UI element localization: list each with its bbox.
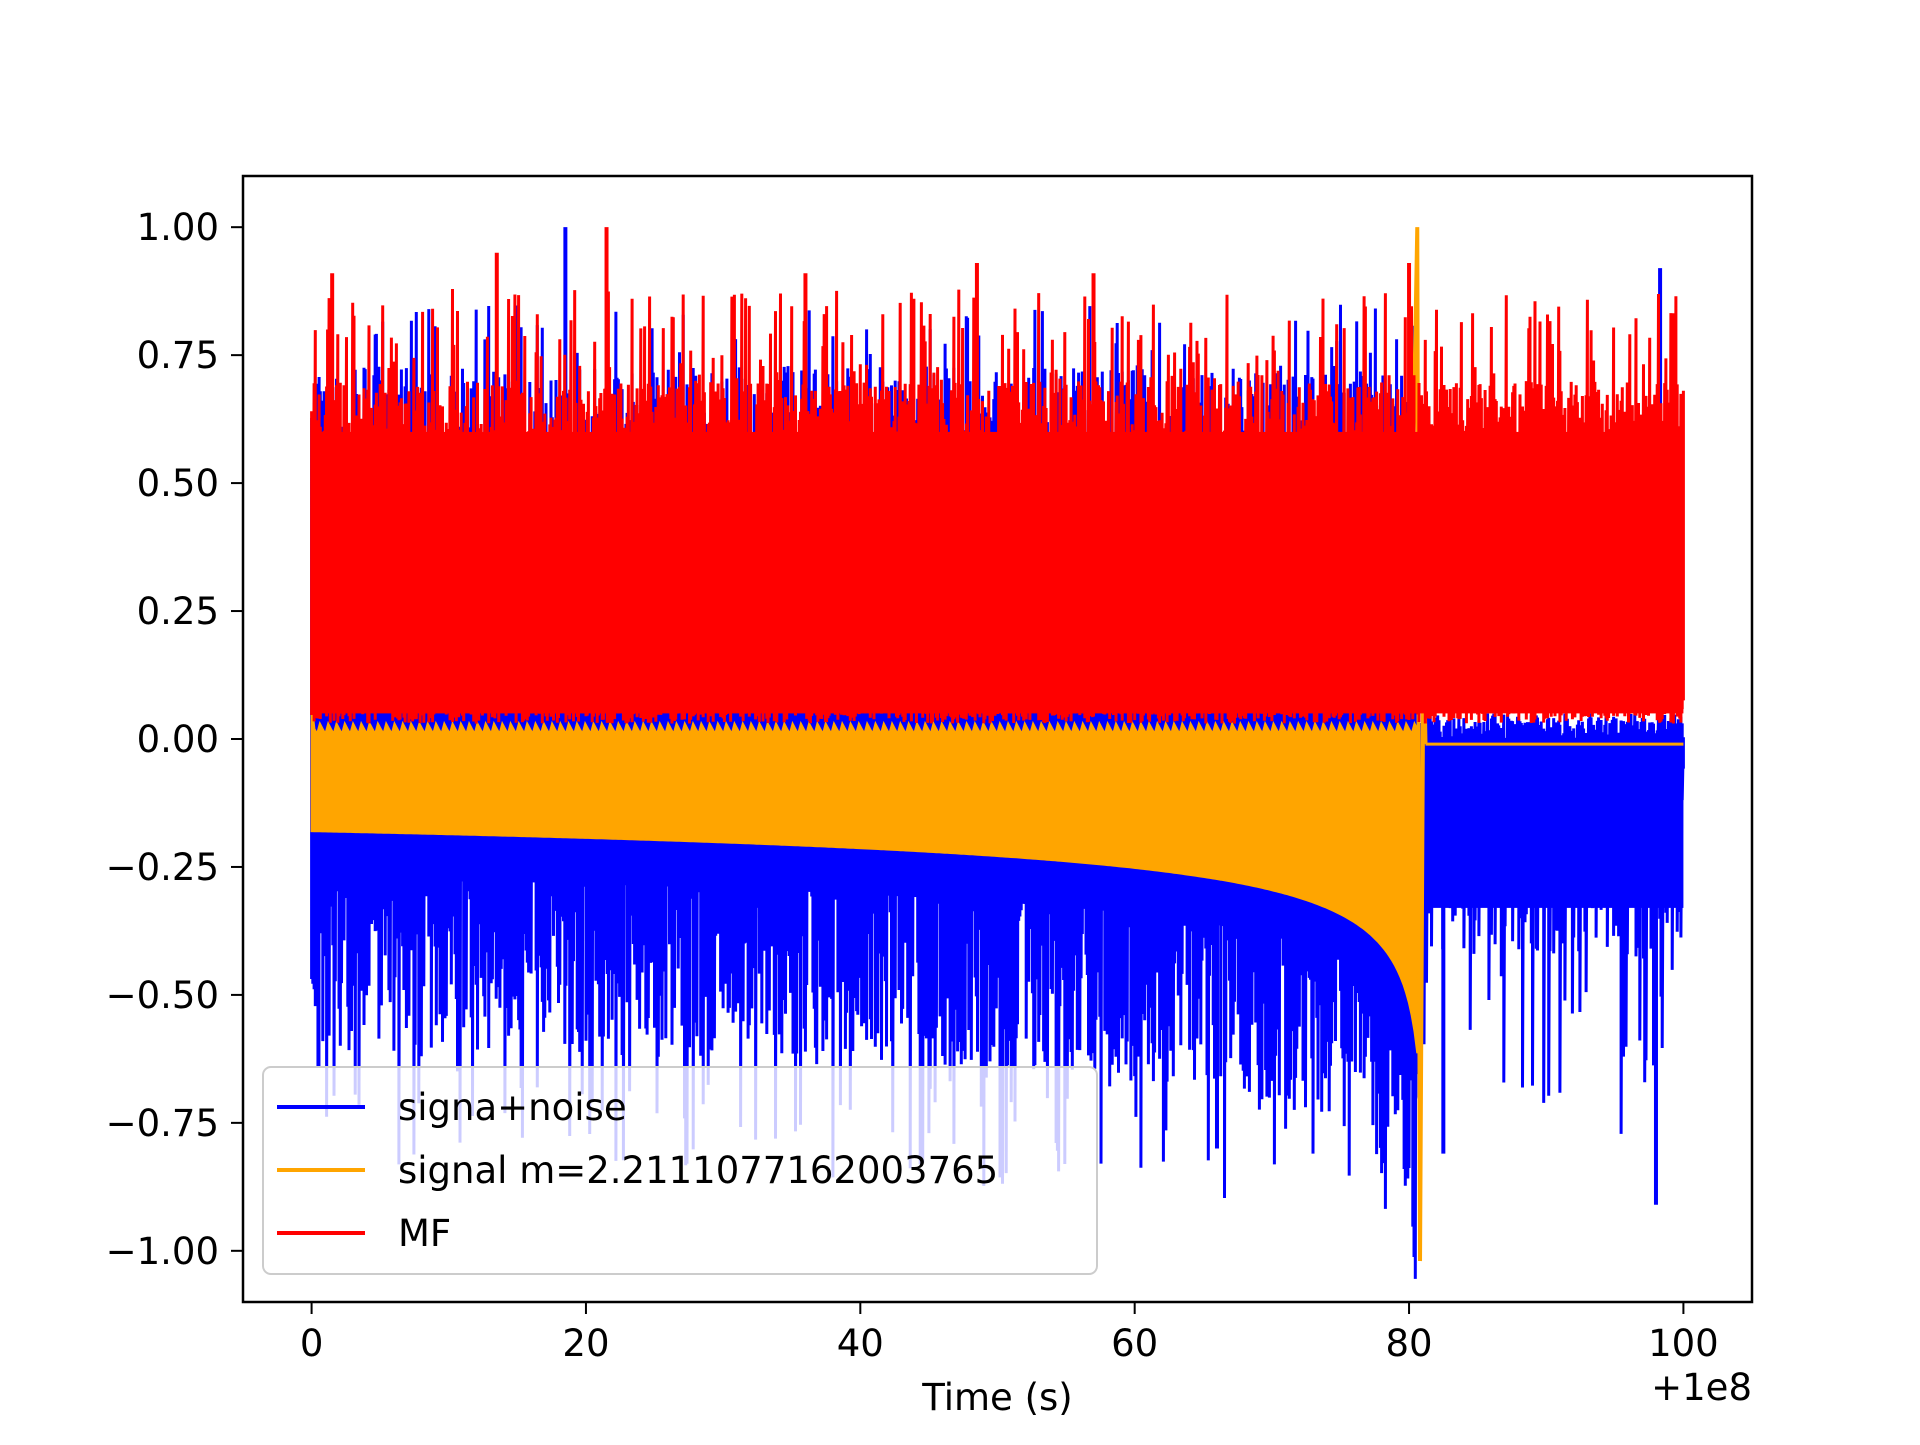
- x-tick-label: 60: [1111, 1322, 1158, 1365]
- legend-box: [262, 1066, 1098, 1275]
- series-fill-signal-noise-post: [1421, 741, 1684, 908]
- legend-label: MF: [398, 1212, 451, 1255]
- y-tick-label: 0.00: [137, 718, 219, 761]
- x-axis-offset-label: +1e8: [1651, 1366, 1752, 1409]
- legend-label: signa+noise: [398, 1086, 627, 1129]
- y-tick-label: 1.00: [137, 206, 219, 249]
- y-tick-label: −0.75: [106, 1102, 219, 1145]
- series-fill-signal: [310, 703, 1419, 1054]
- y-axis: 1.00 0.75 0.50 0.25 0.00 −0.25 −0.50 −0.75 −1.00: [106, 206, 243, 1273]
- y-tick-label: −0.25: [106, 846, 219, 889]
- y-tick-label: −1.00: [106, 1230, 219, 1273]
- x-axis-label: Time (s): [921, 1376, 1072, 1419]
- x-tick-label: 80: [1385, 1322, 1432, 1365]
- y-tick-label: 0.75: [137, 334, 219, 377]
- y-tick-label: 0.25: [137, 590, 219, 633]
- series-layer: [310, 227, 1685, 1279]
- x-tick-label: 20: [562, 1322, 609, 1365]
- y-tick-label: 0.50: [137, 462, 219, 505]
- series-fill-signal-noise-pre: [311, 831, 1418, 1100]
- x-tick-label: 0: [300, 1322, 324, 1365]
- legend-label: signal m=2.2111077162003765: [398, 1149, 998, 1192]
- legend: signa+noise signal m=2.2111077162003765 MF: [262, 1066, 1098, 1275]
- x-axis: 0 20 40 60 80 100: [300, 1302, 1719, 1365]
- x-tick-label: 40: [837, 1322, 884, 1365]
- series-line-mf: [310, 288, 1685, 724]
- x-tick-label: 100: [1648, 1322, 1719, 1365]
- y-tick-label: −0.50: [106, 974, 219, 1017]
